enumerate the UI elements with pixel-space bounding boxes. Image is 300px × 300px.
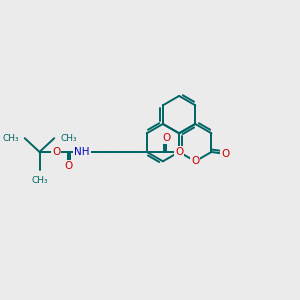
- Text: O: O: [191, 156, 200, 166]
- Text: NH: NH: [74, 147, 89, 157]
- Text: CH₃: CH₃: [60, 134, 77, 143]
- Text: O: O: [221, 149, 229, 159]
- Text: O: O: [175, 147, 183, 157]
- Text: O: O: [64, 161, 72, 171]
- Text: O: O: [162, 133, 170, 143]
- Text: CH₃: CH₃: [31, 176, 48, 184]
- Text: CH₃: CH₃: [2, 134, 19, 143]
- Text: O: O: [52, 147, 60, 157]
